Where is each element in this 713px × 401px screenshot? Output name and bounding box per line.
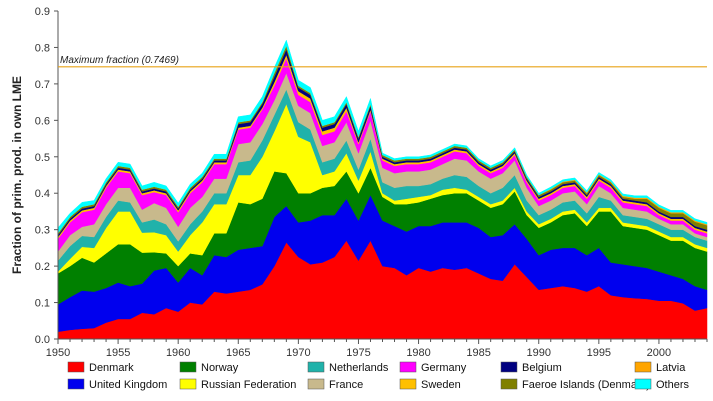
legend-swatch: [500, 361, 518, 373]
legend-swatch: [399, 378, 417, 390]
legend-swatch: [634, 378, 652, 390]
legend-label: United Kingdom: [89, 379, 167, 391]
y-tick-label: 0.7: [35, 79, 50, 91]
x-tick-label: 1985: [466, 347, 490, 359]
x-tick-label: 1965: [226, 347, 250, 359]
legend-label: Russian Federation: [201, 379, 296, 391]
legend-swatch: [500, 378, 518, 390]
y-tick-label: 0.8: [35, 42, 50, 54]
legend-label: Sweden: [421, 379, 461, 391]
y-axis-title: Fraction of prim. prod. in own LME: [10, 76, 24, 274]
area-series-others: [57, 39, 708, 235]
y-tick-label: 0.2: [35, 261, 50, 273]
legend-swatch: [67, 378, 85, 390]
legend-label: Denmark: [89, 362, 134, 374]
max-fraction-label: Maximum fraction (0.7469): [60, 55, 179, 66]
y-tick-label: 0.9: [35, 6, 50, 18]
legend-swatch: [179, 378, 197, 390]
x-tick-label: 1955: [106, 347, 130, 359]
legend-swatch: [67, 361, 85, 373]
legend-label: Latvia: [656, 362, 686, 374]
legend-swatch: [179, 361, 197, 373]
x-tick-label: 1995: [587, 347, 611, 359]
legend-swatch: [399, 361, 417, 373]
legend-swatch: [634, 361, 652, 373]
legend-label: Netherlands: [329, 362, 389, 374]
y-tick-label: 0.4: [35, 188, 50, 200]
legend-label: Belgium: [522, 362, 562, 374]
y-tick-label: 0.3: [35, 225, 50, 237]
x-tick-label: 1980: [406, 347, 430, 359]
legend-swatch: [307, 361, 325, 373]
x-tick-label: 1950: [46, 347, 70, 359]
x-tick-label: 1970: [286, 347, 310, 359]
y-tick-label: 0.1: [35, 298, 50, 310]
y-tick-label: 0.6: [35, 115, 50, 127]
legend-swatch: [307, 378, 325, 390]
legend-label: France: [329, 379, 363, 391]
x-tick-label: 1960: [166, 347, 190, 359]
y-tick-label: 0.0: [35, 334, 50, 346]
legend-label: Faeroe Islands (Denmark): [522, 379, 650, 391]
x-tick-label: 1975: [346, 347, 370, 359]
legend-label: Germany: [421, 362, 467, 374]
legend-label: Others: [656, 379, 690, 391]
x-tick-label: 2000: [647, 347, 671, 359]
y-tick-label: 0.5: [35, 152, 50, 164]
legend-label: Norway: [201, 362, 239, 374]
x-tick-label: 1990: [526, 347, 550, 359]
